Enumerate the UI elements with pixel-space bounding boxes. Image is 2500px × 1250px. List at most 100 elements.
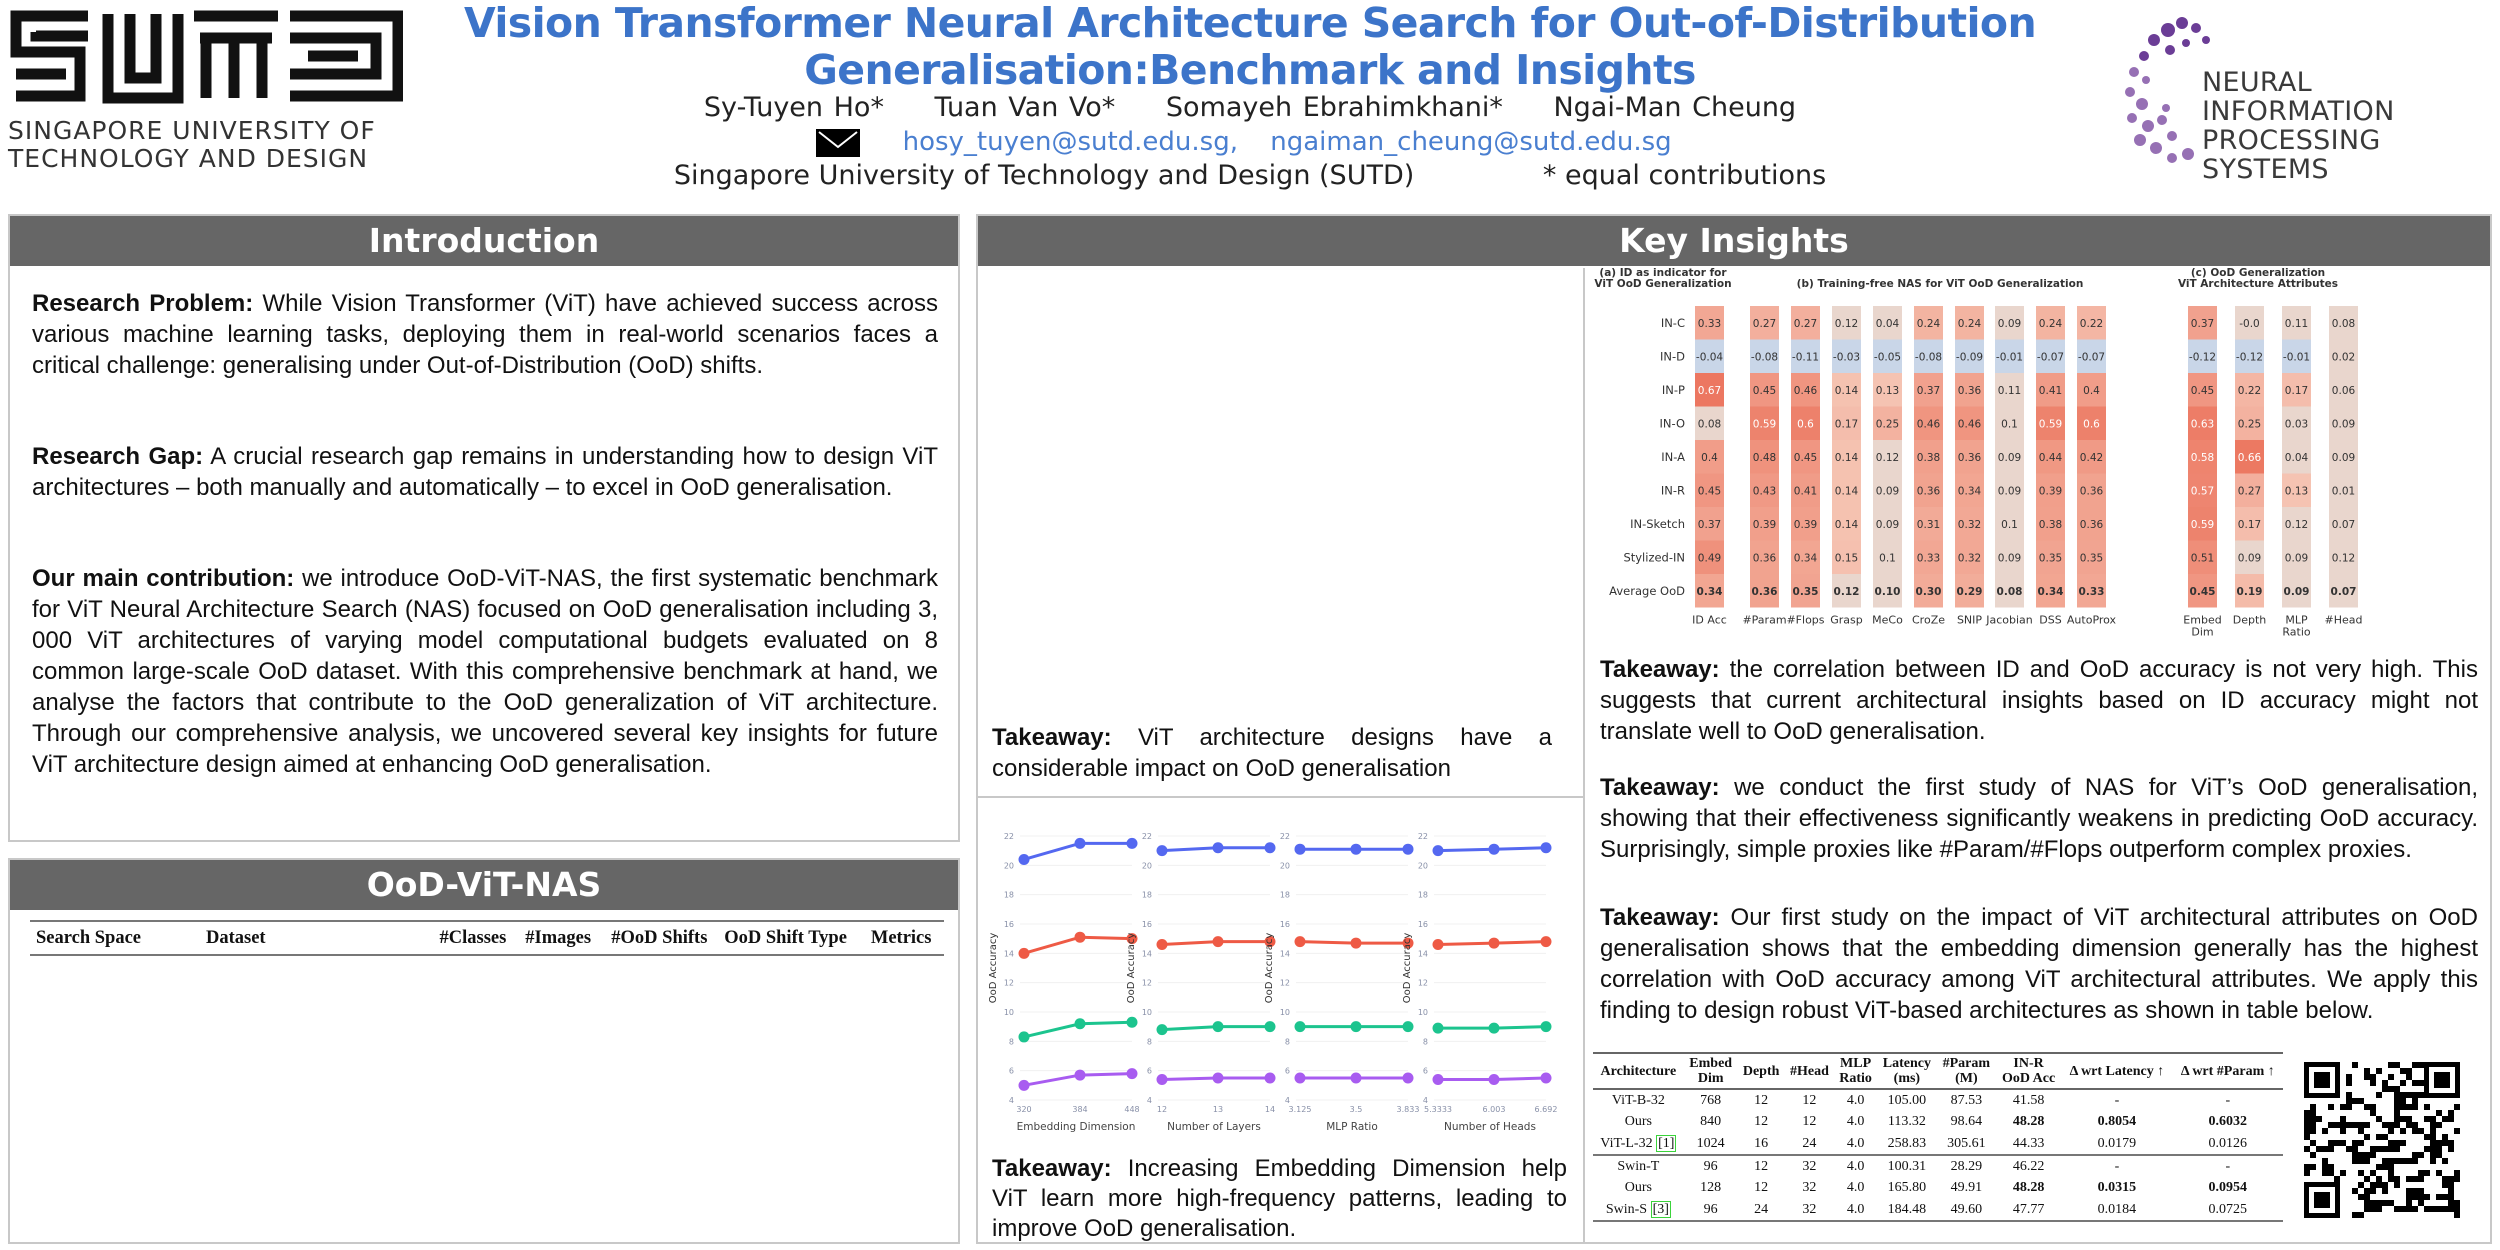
qr-module: [2448, 1146, 2454, 1152]
heatmap-cell: [2077, 574, 2106, 608]
heatmap-cell: [2188, 306, 2217, 340]
heatmap-value: 0.29: [1957, 586, 1983, 598]
table-cell: 44.33: [2012, 1135, 2045, 1151]
x-tick-label: 3.833: [1397, 1105, 1420, 1114]
heatmap-value: 0.14: [1835, 452, 1859, 464]
qr-module: [2322, 1128, 2328, 1134]
y-axis-label: OoD Accuracy: [1126, 933, 1137, 1004]
qr-module: [2454, 1128, 2460, 1134]
heatmap-cell: [1695, 574, 1724, 608]
qr-module: [2418, 1200, 2424, 1206]
email-link-ho[interactable]: hosy_tuyen@sutd.edu.sg,: [902, 127, 1238, 157]
introduction-section: Introduction Research Problem: While Vis…: [8, 214, 960, 842]
table-header-row: Architecture Embed Dim Depth #Head MLP Ratio La…: [1593, 1052, 2283, 1090]
heatmap-cell: [2036, 406, 2065, 440]
qr-module: [2376, 1092, 2382, 1098]
data-point: [1264, 842, 1276, 854]
column-header: #Images: [515, 920, 601, 956]
sutd-logo: SINGAPORE UNIVERSITY OF TECHNOLOGY AND D…: [8, 8, 404, 173]
heatmap-value: -0.0: [2239, 318, 2260, 330]
table-cell: ViT-L-32 [1]: [1600, 1134, 1677, 1152]
qr-module: [2412, 1194, 2418, 1200]
qr-module: [2382, 1146, 2388, 1152]
data-point: [1018, 947, 1030, 959]
heatmap-value: 0.39: [2039, 485, 2062, 497]
x-tick-label: 3.125: [1289, 1105, 1312, 1114]
heatmap-cell: [1750, 574, 1779, 608]
heatmap-value: 0.51: [2191, 552, 2214, 564]
heatmap-cell: [1914, 507, 1943, 541]
qr-module: [2376, 1116, 2382, 1122]
heatmap-value: -0.12: [2236, 351, 2263, 363]
heatmap-cell: [2188, 574, 2217, 608]
heatmap-value: 0.59: [2191, 519, 2214, 531]
qr-module: [2328, 1164, 2334, 1170]
qr-module: [2304, 1128, 2310, 1134]
qr-module: [2346, 1074, 2352, 1080]
qr-module: [2328, 1104, 2334, 1110]
qr-module: [2442, 1206, 2448, 1212]
qr-module: [2394, 1092, 2400, 1098]
table-cell: 100.31: [1876, 1154, 1937, 1177]
table-cell: Swin-S [3]: [1593, 1199, 1684, 1222]
qr-module: [2304, 1116, 2310, 1122]
heatmap-cell: [2188, 339, 2217, 373]
qr-module: [2430, 1128, 2436, 1134]
qr-module: [2418, 1128, 2424, 1134]
qr-module: [2340, 1122, 2346, 1128]
heatmap-value: -0.11: [1792, 351, 1819, 363]
qr-module: [2406, 1194, 2412, 1200]
data-point: [1074, 931, 1086, 943]
key-insights-heading: Key Insights: [978, 216, 2490, 266]
email-link-cheung[interactable]: ngaiman_cheung@sutd.edu.sg: [1270, 127, 1672, 157]
qr-module: [2418, 1176, 2424, 1182]
heatmap-value: 0.08: [1698, 418, 1721, 430]
qr-module: [2358, 1212, 2364, 1218]
heatmap-cell: [1955, 574, 1984, 608]
heatmap-cell: [1995, 373, 2024, 407]
heatmap-cell: [1832, 473, 1861, 507]
table-cell: 47.77: [1995, 1199, 2062, 1222]
heatmap-value: 0.46: [1794, 385, 1818, 397]
heatmap-value: 0.45: [1794, 452, 1817, 464]
data-point: [1126, 837, 1138, 849]
qr-code[interactable]: [2298, 1056, 2466, 1224]
table-row: ViT-L-32 [1] 1024 16 24 4.0 258.83 305.61 44.33…: [1593, 1133, 2283, 1155]
qr-module: [2382, 1200, 2388, 1206]
qr-module: [2358, 1122, 2364, 1128]
table-cell: 0.0954: [2208, 1180, 2248, 1195]
qr-module: [2412, 1128, 2418, 1134]
qr-module: [2400, 1158, 2406, 1164]
y-tick-label: 16: [1142, 920, 1152, 929]
table-cell: 768: [1700, 1092, 1722, 1108]
qr-module: [2406, 1206, 2412, 1212]
column-header: #Param (M): [1936, 1052, 1996, 1090]
qr-module: [2394, 1104, 2400, 1110]
y-tick-label: 4: [1285, 1096, 1290, 1105]
y-tick-label: 18: [1004, 891, 1014, 900]
heatmap-cell: [1955, 507, 1984, 541]
qr-module: [2418, 1092, 2424, 1098]
qr-module: [2370, 1104, 2376, 1110]
heatmap-cell: [2329, 306, 2358, 340]
heatmap-value: -0.04: [1696, 351, 1723, 363]
line-panel: 4 6 8 10 12 14 16 18 20 22 OoD Accuracy 3.125 3.5 3.8…: [1264, 832, 1419, 1133]
heatmap-value: 0.09: [2332, 452, 2355, 464]
heatmap-cell: [1791, 306, 1820, 340]
heatmap-cell: [1914, 373, 1943, 407]
heatmap-value: 0.09: [1876, 485, 1899, 497]
heatmap-cell: [2282, 339, 2311, 373]
y-tick-label: 18: [1280, 891, 1290, 900]
author: Sy-Tuyen Ho*: [703, 92, 884, 123]
heatmap-cell: [1791, 373, 1820, 407]
qr-module: [2400, 1116, 2406, 1122]
qr-module: [2436, 1146, 2442, 1152]
heatmap-value: 0.24: [2039, 318, 2063, 330]
heatmap-value: 0.45: [2191, 385, 2214, 397]
qr-module: [2304, 1170, 2310, 1176]
heatmap-value: 0.35: [2039, 552, 2062, 564]
y-tick-label: 12: [1004, 979, 1014, 988]
sutd-name-line1: SINGAPORE UNIVERSITY OF: [8, 116, 376, 145]
takeaway-lines: Takeaway: Increasing Embedding Dimension…: [992, 1154, 1567, 1244]
qr-module: [2322, 1146, 2328, 1152]
